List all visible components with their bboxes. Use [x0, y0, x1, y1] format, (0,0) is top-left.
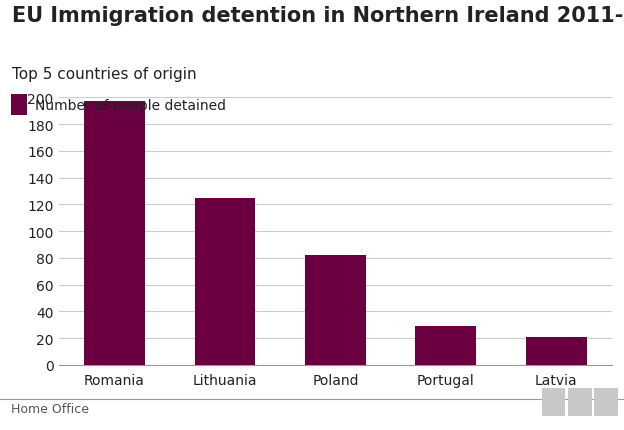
- Bar: [416, 326, 476, 365]
- Bar: [305, 256, 366, 365]
- Text: Top 5 countries of origin: Top 5 countries of origin: [12, 67, 197, 82]
- Text: Home Office: Home Office: [11, 402, 89, 415]
- Bar: [84, 102, 145, 365]
- Text: C: C: [601, 396, 611, 409]
- Text: B: B: [575, 396, 585, 409]
- Text: EU Immigration detention in Northern Ireland 2011-2018: EU Immigration detention in Northern Ire…: [12, 6, 624, 26]
- Bar: [195, 198, 255, 365]
- Bar: [526, 337, 587, 365]
- Text: Number of people detained: Number of people detained: [35, 98, 226, 112]
- Text: B: B: [548, 396, 558, 409]
